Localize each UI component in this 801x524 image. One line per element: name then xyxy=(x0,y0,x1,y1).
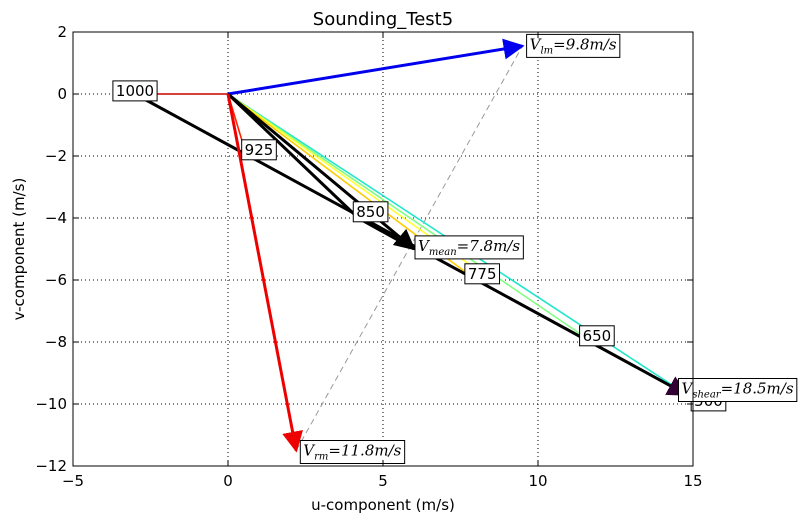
vector-label-text: Vshear=18.5m/s xyxy=(682,380,794,401)
ticks: −5 0 5 10 15 −12 −10 −8 −6 −4 −2 0 2 xyxy=(35,23,702,490)
vector-label-text: Vlm=9.8m/s xyxy=(530,35,617,56)
x-tick-label: 5 xyxy=(378,472,388,490)
vector-label: Vrm=11.8m/s xyxy=(299,440,406,464)
vector-label-text: Vmean=7.8m/s xyxy=(418,237,520,258)
x-tick-label: 15 xyxy=(683,472,702,490)
level-label-text: 650 xyxy=(583,327,612,345)
vector-label: Vmean=7.8m/s xyxy=(414,235,524,260)
y-tick-label: −10 xyxy=(35,395,67,413)
y-tick-label: 2 xyxy=(57,23,67,41)
vector-label: Vlm=9.8m/s xyxy=(526,33,621,58)
level-label: 925 xyxy=(241,139,277,161)
y-tick-label: 0 xyxy=(57,85,67,103)
x-tick-label: −5 xyxy=(62,472,84,490)
shear-vector xyxy=(134,92,689,397)
y-axis-label: v-component (m/s) xyxy=(10,178,28,321)
level-label-text: 1000 xyxy=(116,82,154,100)
vector-label: Vshear=18.5m/s xyxy=(678,378,798,402)
level-label: 1000 xyxy=(112,80,158,102)
y-tick-label: −12 xyxy=(35,457,67,475)
vector-v-rm xyxy=(226,93,303,453)
level-label-text: 925 xyxy=(245,141,274,159)
level-label: 650 xyxy=(579,325,615,347)
y-tick-label: −8 xyxy=(45,333,67,351)
level-label: 850 xyxy=(352,201,389,223)
x-tick-label: 0 xyxy=(223,472,233,490)
level-label-text: 850 xyxy=(356,203,385,221)
y-tick-label: −6 xyxy=(45,271,67,289)
x-axis-label: u-component (m/s) xyxy=(311,496,455,514)
plot-content: 1000925850775650500Vlm=9.8m/sVmean=7.8m/… xyxy=(112,33,798,464)
vector-v-lm xyxy=(227,38,525,96)
vector-v-mean xyxy=(227,92,416,251)
vector-label-text: Vrm=11.8m/s xyxy=(303,442,401,463)
level-label-text: 775 xyxy=(468,265,497,283)
hodograph-segment xyxy=(227,93,589,340)
y-tick-label: −2 xyxy=(45,147,67,165)
level-label: 775 xyxy=(464,263,501,285)
y-tick-label: −4 xyxy=(45,209,67,227)
x-tick-label: 10 xyxy=(528,472,547,490)
grid xyxy=(73,32,693,466)
chart-title: Sounding_Test5 xyxy=(313,9,453,30)
